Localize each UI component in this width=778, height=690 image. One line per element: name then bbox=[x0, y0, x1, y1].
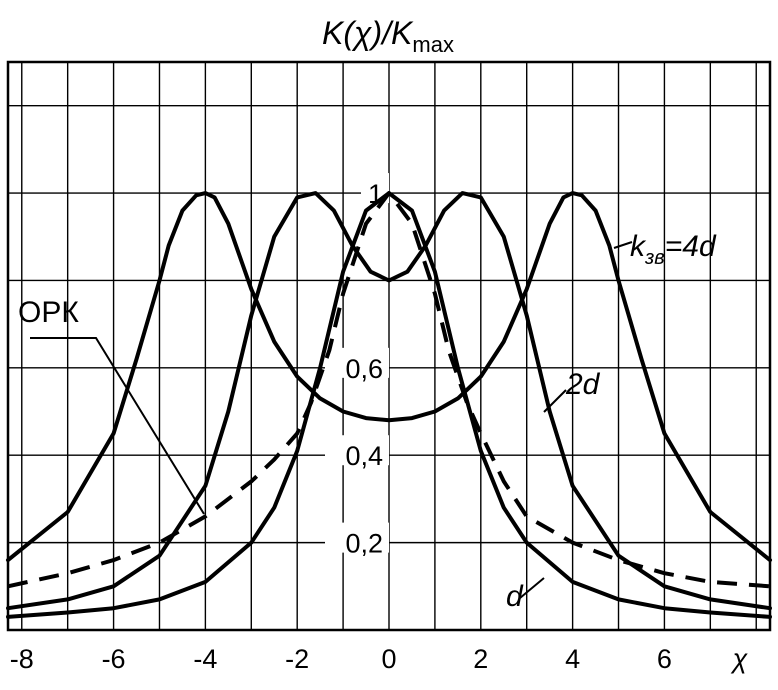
annotations: kзв=4d 2d d ОРК bbox=[18, 230, 717, 613]
series-line-2d bbox=[6, 191, 772, 611]
chart-title-main: K(χ)/K bbox=[322, 15, 414, 51]
x-tick-label: -8 bbox=[10, 644, 34, 674]
k-subscript: зв bbox=[644, 247, 665, 269]
x-tick-label: 2 bbox=[473, 644, 488, 674]
x-tick-label: -4 bbox=[193, 644, 217, 674]
y-tick-bg bbox=[325, 522, 389, 553]
y-tick-label: 0,2 bbox=[345, 529, 383, 559]
x-tick-label: 6 bbox=[657, 644, 672, 674]
leader-2d bbox=[543, 389, 567, 413]
leader-opk bbox=[30, 337, 205, 515]
series-line-k4d bbox=[6, 191, 772, 563]
x-tick-label: 4 bbox=[565, 644, 580, 674]
k-base: k bbox=[630, 230, 647, 263]
y-tick-label: 0,4 bbox=[345, 441, 383, 471]
x-tick-label: -2 bbox=[285, 644, 309, 674]
y-tick-bg bbox=[325, 435, 389, 466]
x-tick-label: 0 bbox=[381, 644, 396, 674]
series-label-d: d bbox=[506, 580, 524, 613]
series-label-k4d: kзв=4d bbox=[630, 230, 717, 269]
series-line-ОРК bbox=[7, 191, 771, 589]
y-tick-bg bbox=[325, 347, 389, 378]
x-tick-label: -6 bbox=[102, 644, 126, 674]
k-rest: =4d bbox=[665, 230, 717, 263]
series-label-opk: ОРК bbox=[18, 296, 79, 329]
x-axis-label: χ bbox=[731, 644, 749, 674]
tick-labels: -8 -6 -4 -2 0 2 4 610,60,40,2 bbox=[10, 173, 672, 674]
series-label-2d: 2d bbox=[565, 368, 601, 401]
leader-d bbox=[519, 577, 545, 599]
series-lines bbox=[6, 191, 772, 619]
y-tick-label: 0,6 bbox=[345, 354, 383, 384]
leader-k4d bbox=[613, 241, 633, 249]
chart-title-subscript: max bbox=[412, 32, 454, 57]
chart-title: K(χ)/Kmax bbox=[322, 15, 454, 57]
